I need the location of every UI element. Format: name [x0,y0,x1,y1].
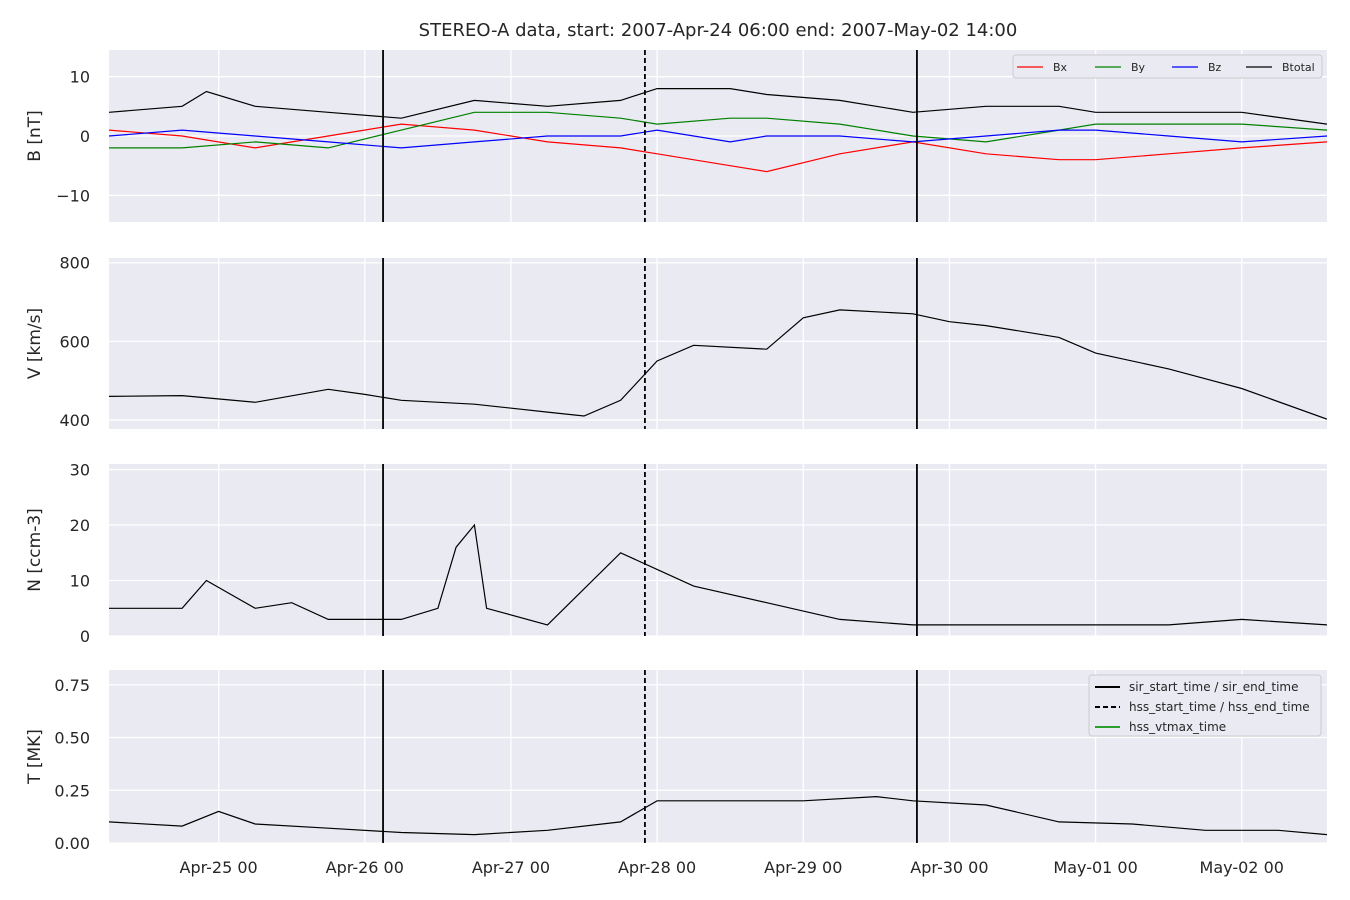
y-tick-label: 0.50 [54,729,90,748]
y-tick-label: 20 [70,516,90,535]
series-line-p3 [109,523,1327,626]
y-axis-label: T [MK] [25,729,45,785]
y-tick-label: 0.00 [54,834,90,853]
legend-entry-bx: Bx [1053,61,1068,74]
legend-entry: hss_vtmax_time [1129,720,1226,734]
y-tick-label: 10 [70,572,90,591]
y-axis-label: N [ccm-3] [25,508,45,592]
y-tick-label: 800 [59,254,90,273]
y-tick-label: −10 [56,186,90,205]
y-axis-label: B [nT] [25,110,45,162]
y-tick-label: 0.25 [54,781,90,800]
series-line-bz [109,129,1327,149]
legend-entry: hss_start_time / hss_end_time [1129,700,1310,714]
y-tick-label: 0 [80,127,90,146]
legend-events: sir_start_time / sir_end_time hss_start_t… [1088,674,1322,737]
x-tick-label: Apr-26 00 [326,858,404,877]
y-tick-label: 10 [70,68,90,87]
x-tick-label: Apr-28 00 [618,858,696,877]
series-line-bx [109,123,1327,173]
legend-entry-bz: Bz [1208,61,1222,74]
legend-b: Bx By Bz Btotal [1012,54,1323,79]
panel-2: 400 600 800 V [km/s] [25,254,1327,430]
legend-entry-by: By [1131,61,1146,74]
legend-entry: sir_start_time / sir_end_time [1129,680,1299,694]
y-tick-label: 0.75 [54,676,90,695]
series-line-by [109,111,1327,149]
series-line-p4 [109,795,1327,836]
legend-frame [1012,54,1323,79]
x-tick-label: May-02 00 [1200,858,1284,877]
panel-background [109,464,1327,636]
chart-title: STEREO-A data, start: 2007-Apr-24 06:00 … [419,20,1018,41]
panel-1: −10 0 10 B [nT] Bx By Bz Btotal [25,50,1327,222]
legend-frame [1088,674,1322,737]
y-tick-label: 0 [80,627,90,646]
series-line-btotal [109,87,1327,125]
x-tick-label: Apr-29 00 [764,858,842,877]
y-tick-label: 600 [59,332,90,351]
y-tick-label: 30 [70,461,90,480]
legend-entry-btotal: Btotal [1282,61,1315,74]
panel-background [109,258,1327,429]
x-tick-label: Apr-25 00 [180,858,258,877]
y-tick-label: 400 [59,411,90,430]
panel-3: 0 10 20 30 N [ccm-3] [25,461,1327,646]
x-tick-label: May-01 00 [1053,858,1137,877]
x-tick-label: Apr-27 00 [472,858,550,877]
series-line-p2 [109,309,1327,420]
y-axis-label: V [km/s] [25,308,45,379]
panels: −10 0 10 B [nT] Bx By Bz Btotal 400 600 800 V [km/s… [25,50,1327,877]
x-tick-label: Apr-30 00 [910,858,988,877]
panel-4: 0.00 0.25 0.50 0.75 T [MK] sir_start_time / s… [25,670,1327,853]
